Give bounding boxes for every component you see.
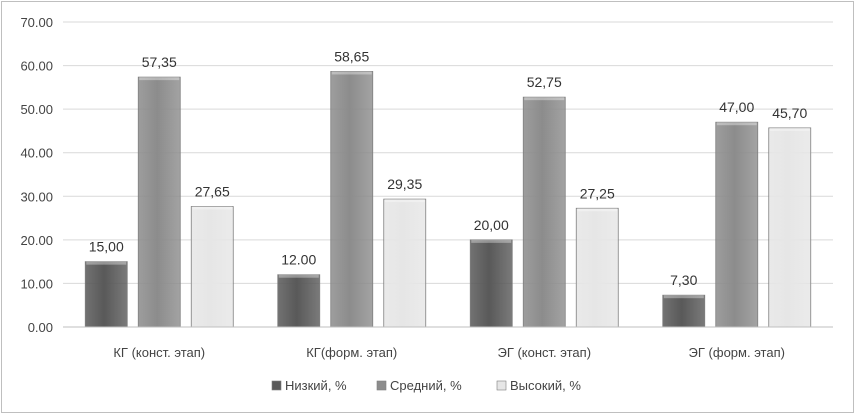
y-tick-label: 40.00 [20,146,53,161]
bar-highlight [577,208,618,212]
y-tick-label: 20.00 [20,233,53,248]
data-label: 47,00 [719,99,754,115]
bar [469,239,513,328]
bar [137,76,181,328]
data-label: 12.00 [281,252,316,268]
legend-swatch [496,380,507,391]
legend: Низкий, % Средний, % Высокий, % [271,378,581,393]
bar [662,294,706,328]
data-label: 57,35 [142,54,177,70]
data-label: 15,00 [89,239,124,255]
bar [768,127,812,328]
y-tick-label: 30.00 [20,189,53,204]
legend-label: Средний, % [390,378,462,393]
legend-swatch [271,380,282,391]
x-tick-label: ЭГ (форм. этап) [689,345,785,360]
bar [190,206,234,328]
bar [575,207,619,328]
bar-highlight [278,274,319,278]
bar-highlight [716,122,757,126]
bar-highlight [471,239,512,243]
bar-highlight [524,97,565,101]
y-tick-label: 50.00 [20,102,53,117]
bar [522,96,566,328]
bar [277,274,321,328]
data-label: 45,70 [772,105,807,121]
y-tick-label: 10.00 [20,276,53,291]
legend-swatch [376,380,387,391]
bar-highlight [663,295,704,299]
y-axis: 0.00 10.00 20.00 30.00 40.00 50.00 60.00 70.00 [20,15,53,335]
data-label: 58,65 [334,48,369,64]
y-tick-label: 70.00 [20,15,53,30]
x-tick-label: КГ(форм. этап) [306,345,397,360]
data-label: 27,65 [195,184,230,200]
data-label: 27,25 [580,185,615,201]
y-tick-label: 0.00 [28,320,53,335]
bar-highlight [192,206,233,210]
bar-highlight [139,77,180,81]
x-tick-label: КГ (конст. этап) [113,345,205,360]
x-axis: КГ (конст. этап) КГ(форм. этап) ЭГ (конст.… [63,326,833,360]
data-label: 20,00 [474,217,509,233]
bars: 15,00 57,35 27,65 12.00 58,65 29,35 20,00 52,75… [84,48,812,328]
legend-label: Низкий, % [285,378,347,393]
bar [84,261,128,328]
bar [330,71,374,328]
legend-label: Высокий, % [510,378,581,393]
bar-highlight [769,127,810,131]
data-label: 52,75 [527,74,562,90]
bar-highlight [86,261,127,265]
data-label: 7,30 [670,272,697,288]
bar [383,198,427,328]
y-tick-label: 60.00 [20,59,53,74]
bar-highlight [384,199,425,203]
x-tick-label: ЭГ (конст. этап) [497,345,591,360]
data-label: 29,35 [387,176,422,192]
bar [715,121,759,328]
bar-highlight [331,71,372,75]
